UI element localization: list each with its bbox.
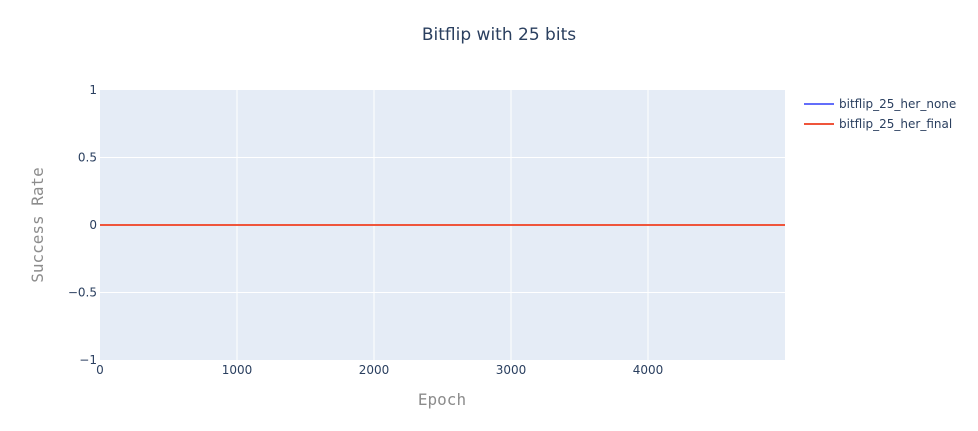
- x-tick-label: 4000: [633, 363, 664, 377]
- y-tick-label: 0.5: [78, 151, 97, 165]
- y-tick-label: −1: [79, 353, 97, 367]
- x-tick-labels: 0 1000 2000 3000 4000: [96, 363, 663, 377]
- x-tick-label: 2000: [359, 363, 390, 377]
- x-axis-title: Epoch: [418, 390, 466, 409]
- x-tick-label: 1000: [222, 363, 253, 377]
- chart-title: Bitflip with 25 bits: [422, 25, 576, 45]
- legend: bitflip_25_her_none bitflip_25_her_final: [804, 97, 956, 131]
- legend-label: bitflip_25_her_final: [839, 117, 952, 131]
- y-tick-label: −0.5: [68, 286, 97, 300]
- legend-label: bitflip_25_her_none: [839, 97, 956, 111]
- y-tick-label: 0: [89, 218, 97, 232]
- y-tick-label: 1: [89, 83, 97, 97]
- x-tick-label: 0: [96, 363, 104, 377]
- y-axis-title: Success Rate: [28, 167, 47, 283]
- x-tick-label: 3000: [496, 363, 527, 377]
- y-tick-labels: −1 −0.5 0 0.5 1: [68, 83, 97, 367]
